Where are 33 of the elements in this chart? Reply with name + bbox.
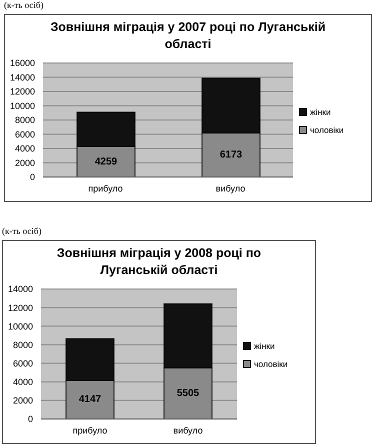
- data-label: 4147: [78, 394, 102, 406]
- y-tick-label: 12000: [10, 86, 35, 97]
- y-tick-label: 16000: [10, 58, 35, 68]
- y-tick-label: 6000: [14, 129, 35, 140]
- data-label: 4259: [94, 156, 118, 168]
- y-tick-label: 8000: [12, 340, 33, 350]
- x-tick-label: вибуло: [173, 425, 203, 436]
- legend-label: чоловіки: [254, 359, 288, 369]
- y-axis-title: (к-ть осіб): [2, 226, 42, 238]
- y-tick-label: 4000: [14, 144, 35, 154]
- y-tick-label: 10000: [10, 100, 35, 111]
- y-tick-label: 12000: [8, 302, 33, 313]
- chart-title: Зовнішня міграція у 2008 році по Луганській області: [56, 245, 262, 279]
- y-tick-label: 0: [30, 172, 35, 182]
- y-tick-label: 4000: [12, 377, 33, 388]
- y-tick-label: 8000: [14, 115, 35, 126]
- y-tick-label: 2000: [12, 396, 33, 406]
- y-tick-label: 14000: [8, 284, 33, 294]
- x-tick-label: прибуло: [72, 425, 108, 436]
- y-tick-label: 0: [28, 414, 33, 424]
- y-tick-label: 2000: [14, 158, 35, 168]
- legend-label: жінки: [254, 341, 275, 351]
- chart-title: Зовнішня міграція у 2007 році по Луганській області: [49, 19, 327, 53]
- legend-label: чоловіки: [310, 125, 344, 135]
- data-label: 5505: [176, 388, 200, 399]
- y-tick-label: 14000: [10, 72, 35, 82]
- x-tick-label: прибуло: [88, 183, 123, 194]
- y-tick-label: 6000: [12, 358, 33, 368]
- legend-label: жінки: [310, 107, 331, 117]
- data-label: 6173: [220, 150, 243, 161]
- y-axis-title: (к-ть осіб): [4, 0, 44, 12]
- y-tick-label: 10000: [8, 321, 33, 332]
- x-tick-label: вибуло: [216, 183, 246, 194]
